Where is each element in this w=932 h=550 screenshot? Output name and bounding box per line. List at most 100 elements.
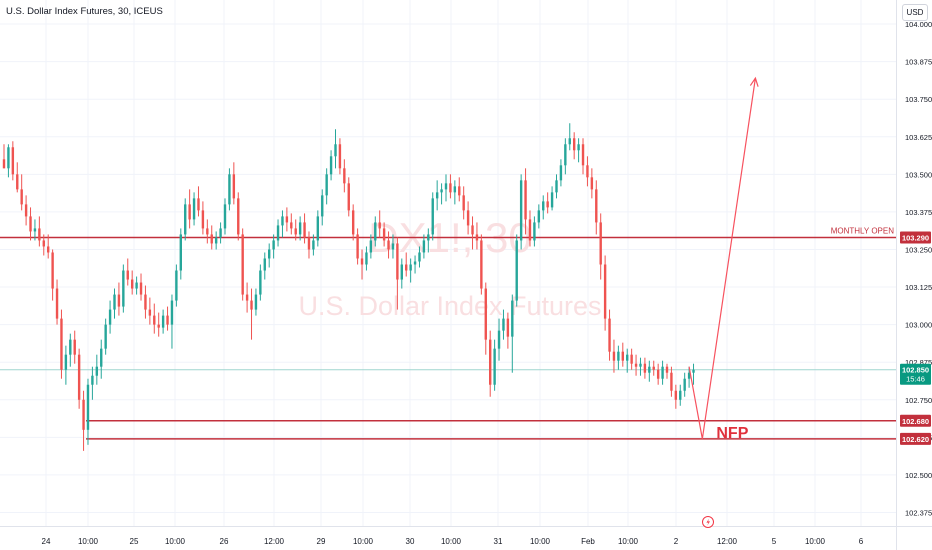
x-tick-label: 24 [42,537,51,546]
candle-body [612,351,616,361]
candle-body [100,348,103,367]
candle-body [250,300,253,310]
candle [405,252,408,277]
candle-body [546,201,549,208]
candle-body [599,222,602,265]
candle-body [506,318,510,337]
candle [462,186,465,220]
candle [42,234,45,256]
candle [47,234,50,259]
candle [82,390,85,451]
candle-body [170,300,174,325]
level-price-label: 102.620 [902,435,929,444]
candle [502,309,505,340]
chart-title: U.S. Dollar Index Futures, 30, ICEUS [6,6,163,17]
candle-body [263,258,266,271]
candle-body [64,354,68,370]
candle [351,204,355,241]
projection-line[interactable] [688,78,756,439]
candle [528,210,532,247]
candle [519,174,523,250]
candle-body [621,351,624,361]
candle-body [126,270,129,280]
candle-body [117,294,121,307]
candle [378,210,381,238]
candle [307,231,311,259]
candle [69,333,72,367]
candle-body [537,210,541,223]
candle-body [497,330,501,349]
candle-body [369,240,373,253]
candle-body [648,366,651,373]
candle [497,318,501,361]
candle-body [11,147,15,175]
candle [586,156,589,187]
x-tick-label: 26 [220,537,229,546]
candle [546,192,549,214]
candle-body [555,180,558,193]
candle [440,183,443,205]
candle-body [29,216,32,232]
candle [334,129,337,169]
candle-body [223,204,227,229]
candle-body [20,189,23,205]
candle-body [51,252,54,289]
candles [2,123,695,451]
candle [268,243,271,268]
candle [572,132,576,160]
x-tick-label: 29 [317,537,326,546]
candle-body [462,195,465,211]
candle [603,255,607,331]
candle-body [453,186,457,193]
candle [617,345,620,370]
candle-body [405,264,408,271]
candle [117,282,121,316]
candle [166,306,169,331]
candle-body [674,390,678,400]
candle [86,378,90,445]
x-tick-label: 10:00 [165,537,186,546]
x-tick-label: 10:00 [78,537,99,546]
candle-body [7,147,10,169]
candle [444,174,448,202]
candle [564,138,567,175]
candle-body [91,375,94,385]
candle-body [184,204,187,235]
candle-body [241,234,244,295]
currency-button[interactable]: USD [902,4,928,21]
projection-arrowhead [749,76,759,87]
candle-body [175,270,178,301]
candle-body [471,225,474,235]
candle [506,312,510,349]
news-event-icon[interactable] [702,516,714,528]
candle-body [466,210,470,226]
candle-body [42,240,45,247]
candle [201,201,205,235]
nfp-annotation[interactable]: NFP [716,425,748,442]
candle-body [237,198,240,235]
candle [276,219,280,247]
candle [661,360,664,385]
candle-body [325,174,328,196]
candle [245,282,249,313]
candle [144,285,147,319]
candle-body [387,240,390,250]
level-price-label: 103.290 [902,233,929,242]
x-tick-label: 10:00 [618,537,639,546]
candle [20,174,23,211]
candle-body [418,252,421,262]
candle [188,189,191,229]
candle [259,264,262,301]
candle [555,174,558,199]
candle-body [95,366,99,376]
candle [237,192,240,241]
candle-body [268,249,271,259]
candle-body [679,390,682,400]
candle [413,255,417,274]
candle-body [617,351,620,361]
candle [621,342,624,367]
candle-body [312,240,315,250]
level-price-tag [900,414,931,427]
